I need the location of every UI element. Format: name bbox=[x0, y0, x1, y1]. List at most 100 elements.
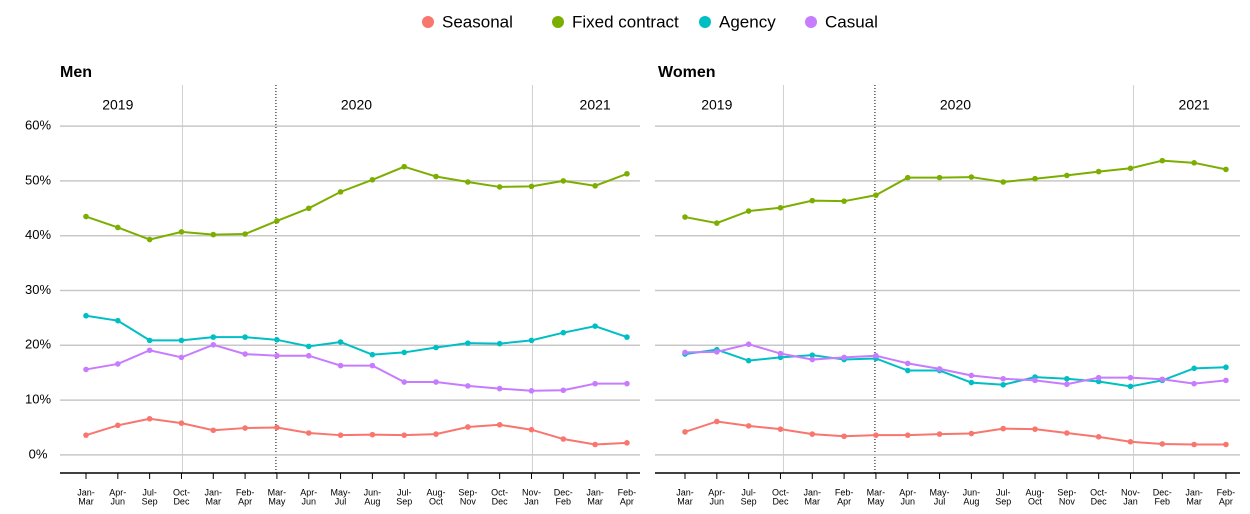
data-point bbox=[178, 420, 185, 426]
data-point bbox=[936, 174, 943, 181]
data-point bbox=[496, 340, 503, 347]
data-point bbox=[1191, 160, 1197, 166]
data-point bbox=[777, 204, 784, 211]
data-point bbox=[1064, 381, 1070, 388]
data-point bbox=[528, 387, 535, 394]
data-point bbox=[841, 433, 847, 440]
series-line bbox=[85, 417, 627, 446]
data-point bbox=[714, 349, 720, 355]
data-point bbox=[682, 214, 688, 220]
x-tick-label: Aug- bbox=[1026, 487, 1045, 497]
series-line bbox=[684, 420, 1226, 446]
x-tick-label: Jun- bbox=[364, 487, 382, 497]
data-point bbox=[809, 356, 816, 363]
data-point bbox=[305, 205, 312, 212]
x-tick-label: Sep bbox=[995, 496, 1011, 506]
data-point bbox=[1000, 179, 1006, 185]
x-tick-label: Jun bbox=[301, 496, 316, 506]
data-point bbox=[337, 362, 344, 369]
x-tick-label: May- bbox=[930, 487, 950, 497]
data-point bbox=[1000, 381, 1006, 388]
x-tick-label: Dec bbox=[1091, 496, 1108, 506]
data-point bbox=[592, 441, 598, 448]
legend-label: Fixed contract bbox=[572, 12, 679, 31]
x-tick-label: Oct- bbox=[772, 487, 789, 497]
data-point bbox=[968, 430, 975, 437]
x-tick-label: Jan- bbox=[1185, 487, 1203, 497]
data-point bbox=[465, 383, 471, 389]
data-point bbox=[592, 183, 598, 189]
data-point bbox=[1127, 165, 1134, 172]
x-tick-label: Jan- bbox=[804, 487, 822, 497]
data-point bbox=[745, 341, 752, 348]
data-point bbox=[1095, 374, 1102, 381]
data-point bbox=[337, 432, 344, 438]
data-point bbox=[401, 163, 408, 170]
data-point bbox=[242, 425, 248, 431]
series-line bbox=[684, 343, 1227, 386]
x-tick-label: Apr- bbox=[899, 487, 916, 497]
x-tick-label: Jun bbox=[900, 496, 915, 506]
data-point bbox=[1159, 157, 1166, 164]
series-line bbox=[85, 343, 627, 392]
data-point bbox=[1223, 166, 1229, 173]
data-point bbox=[682, 349, 688, 356]
data-point bbox=[1095, 168, 1102, 175]
data-point bbox=[1064, 430, 1070, 436]
x-tick-label: Jul- bbox=[996, 487, 1011, 497]
legend-marker bbox=[805, 16, 817, 28]
data-point bbox=[968, 372, 975, 379]
data-point bbox=[904, 432, 911, 438]
x-tick-label: Nov bbox=[1059, 496, 1076, 506]
x-tick-label: Oct- bbox=[173, 487, 190, 497]
x-tick-label: Mar bbox=[677, 496, 693, 506]
data-point bbox=[369, 431, 376, 438]
data-point bbox=[936, 366, 943, 372]
x-tick-label: Apr- bbox=[708, 487, 725, 497]
x-tick-label: May bbox=[867, 496, 885, 506]
data-point bbox=[841, 354, 847, 361]
data-point bbox=[305, 352, 312, 359]
x-tick-label: Jul- bbox=[142, 487, 157, 497]
data-point bbox=[337, 339, 344, 345]
x-tick-label: Dec- bbox=[554, 487, 573, 497]
legend-marker bbox=[552, 16, 564, 28]
x-tick-label: Mar bbox=[78, 496, 94, 506]
x-tick-label: Dec bbox=[772, 496, 789, 506]
data-point bbox=[369, 177, 376, 183]
data-point bbox=[841, 198, 847, 204]
year-label: 2020 bbox=[341, 97, 372, 113]
data-point bbox=[1223, 377, 1229, 384]
y-tick-label: 20% bbox=[25, 337, 51, 352]
data-point bbox=[401, 432, 408, 438]
data-point bbox=[560, 178, 567, 184]
x-tick-label: Mar bbox=[1186, 496, 1202, 506]
y-tick-label: 40% bbox=[25, 227, 51, 242]
x-tick-label: Sep bbox=[142, 496, 158, 506]
series-line bbox=[684, 348, 1226, 388]
data-point bbox=[401, 349, 408, 356]
data-point bbox=[210, 334, 217, 340]
data-point bbox=[178, 229, 185, 235]
data-point bbox=[274, 424, 280, 431]
data-point bbox=[369, 351, 376, 358]
x-tick-label: Sep bbox=[741, 496, 757, 506]
data-point bbox=[528, 183, 535, 190]
data-point bbox=[1095, 378, 1102, 385]
data-point bbox=[1032, 426, 1038, 432]
data-point bbox=[210, 341, 217, 348]
data-point bbox=[496, 184, 503, 190]
x-tick-label: Feb bbox=[556, 496, 572, 506]
data-point bbox=[809, 352, 816, 358]
data-point bbox=[465, 179, 471, 185]
data-point bbox=[496, 421, 503, 428]
data-point bbox=[465, 424, 471, 430]
x-tick-label: Jan- bbox=[205, 487, 223, 497]
x-tick-label: Feb bbox=[1155, 496, 1171, 506]
x-tick-label: Apr- bbox=[300, 487, 317, 497]
data-point bbox=[873, 432, 879, 438]
panel-title: Women bbox=[658, 64, 715, 81]
data-point bbox=[904, 367, 911, 374]
legend-label: Agency bbox=[719, 12, 776, 31]
